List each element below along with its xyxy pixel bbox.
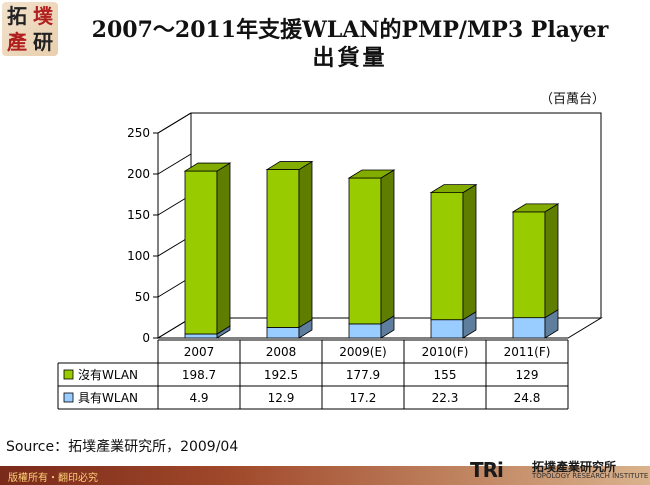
bar-without-wlan-side <box>298 160 313 329</box>
data-label: 155 <box>434 368 457 382</box>
data-label: 24.8 <box>514 391 541 405</box>
logo-char: 墣 <box>33 4 53 28</box>
bar-without-wlan <box>430 192 464 321</box>
bar-without-wlan <box>348 177 382 325</box>
bar-without-wlan-top <box>511 203 560 213</box>
logo-char: 拓 <box>7 4 27 28</box>
bar-without-wlan-top <box>347 169 396 179</box>
title-line-1: 2007～2011年支援WLAN的PMP/MP3 Player <box>91 17 609 43</box>
x-tick-label: 2011(F) <box>504 345 551 359</box>
bar-with-wlan <box>266 327 300 339</box>
bar-without-wlan <box>266 169 300 328</box>
bar-without-wlan-top <box>429 184 478 194</box>
legend-label: 沒有WLAN <box>78 368 138 382</box>
bar-without-wlan <box>512 211 546 319</box>
tri-mark: TRi <box>470 458 504 482</box>
institute-logo: 拓 墣 產 研 <box>2 2 58 56</box>
bar-without-wlan-side <box>544 203 559 319</box>
y-tick-label: 100 <box>127 249 150 263</box>
x-tick-label: 2007 <box>184 345 215 359</box>
bar-with-wlan <box>430 319 464 339</box>
legend-label: 具有WLAN <box>78 391 138 405</box>
y-tick-diagonal <box>157 153 192 175</box>
bar-with-wlan <box>184 333 218 339</box>
y-tick-label: 50 <box>135 290 150 304</box>
data-label: 192.5 <box>264 368 298 382</box>
x-tick-label: 2009(E) <box>339 345 386 359</box>
data-label: 12.9 <box>268 391 295 405</box>
data-label: 4.9 <box>189 391 208 405</box>
unit-note: （百萬台） <box>540 92 606 107</box>
bar-with-wlan <box>512 317 546 339</box>
brand-name-en: TOPOLOGY RESEARCH INSTITUTE <box>532 472 649 480</box>
bar-without-wlan-top <box>265 161 314 170</box>
source-note: Source：拓墣產業研究所，2009/04 <box>6 439 239 455</box>
bar-without-wlan <box>184 170 218 335</box>
legend-swatch <box>63 392 74 403</box>
y-tick-label: 150 <box>127 208 150 222</box>
data-label: 17.2 <box>350 391 377 405</box>
bar-without-wlan-side <box>380 169 395 325</box>
bar-chart: 0 50 100 150 200 250 2007 2008 2009(E) 2010(F) 201… <box>57 112 603 410</box>
brand-name-cn: 拓墣產業研究所 <box>532 460 617 474</box>
data-label: 129 <box>516 368 539 382</box>
y-tick-diagonal <box>157 112 192 134</box>
x-tick-label: 2008 <box>266 345 297 359</box>
bar-without-wlan-top <box>183 162 232 172</box>
footer-bar <box>0 466 650 485</box>
data-label: 177.9 <box>346 368 380 382</box>
y-tick-label: 250 <box>127 126 150 140</box>
data-label: 22.3 <box>432 391 459 405</box>
y-tick-label: 0 <box>142 331 150 345</box>
legend-swatch <box>63 369 74 380</box>
bar-without-wlan-side <box>216 162 231 335</box>
y-tick-label: 200 <box>127 167 150 181</box>
x-tick-label: 2010(F) <box>422 345 469 359</box>
logo-char: 研 <box>33 30 53 54</box>
copyright-text: 版權所有・翻印必究 <box>8 473 98 484</box>
data-label: 198.7 <box>182 368 216 382</box>
bar-with-wlan <box>348 323 382 339</box>
bar-without-wlan-side <box>462 183 477 321</box>
title-line-2: 出貨量 <box>312 45 388 71</box>
logo-char: 產 <box>7 30 27 54</box>
